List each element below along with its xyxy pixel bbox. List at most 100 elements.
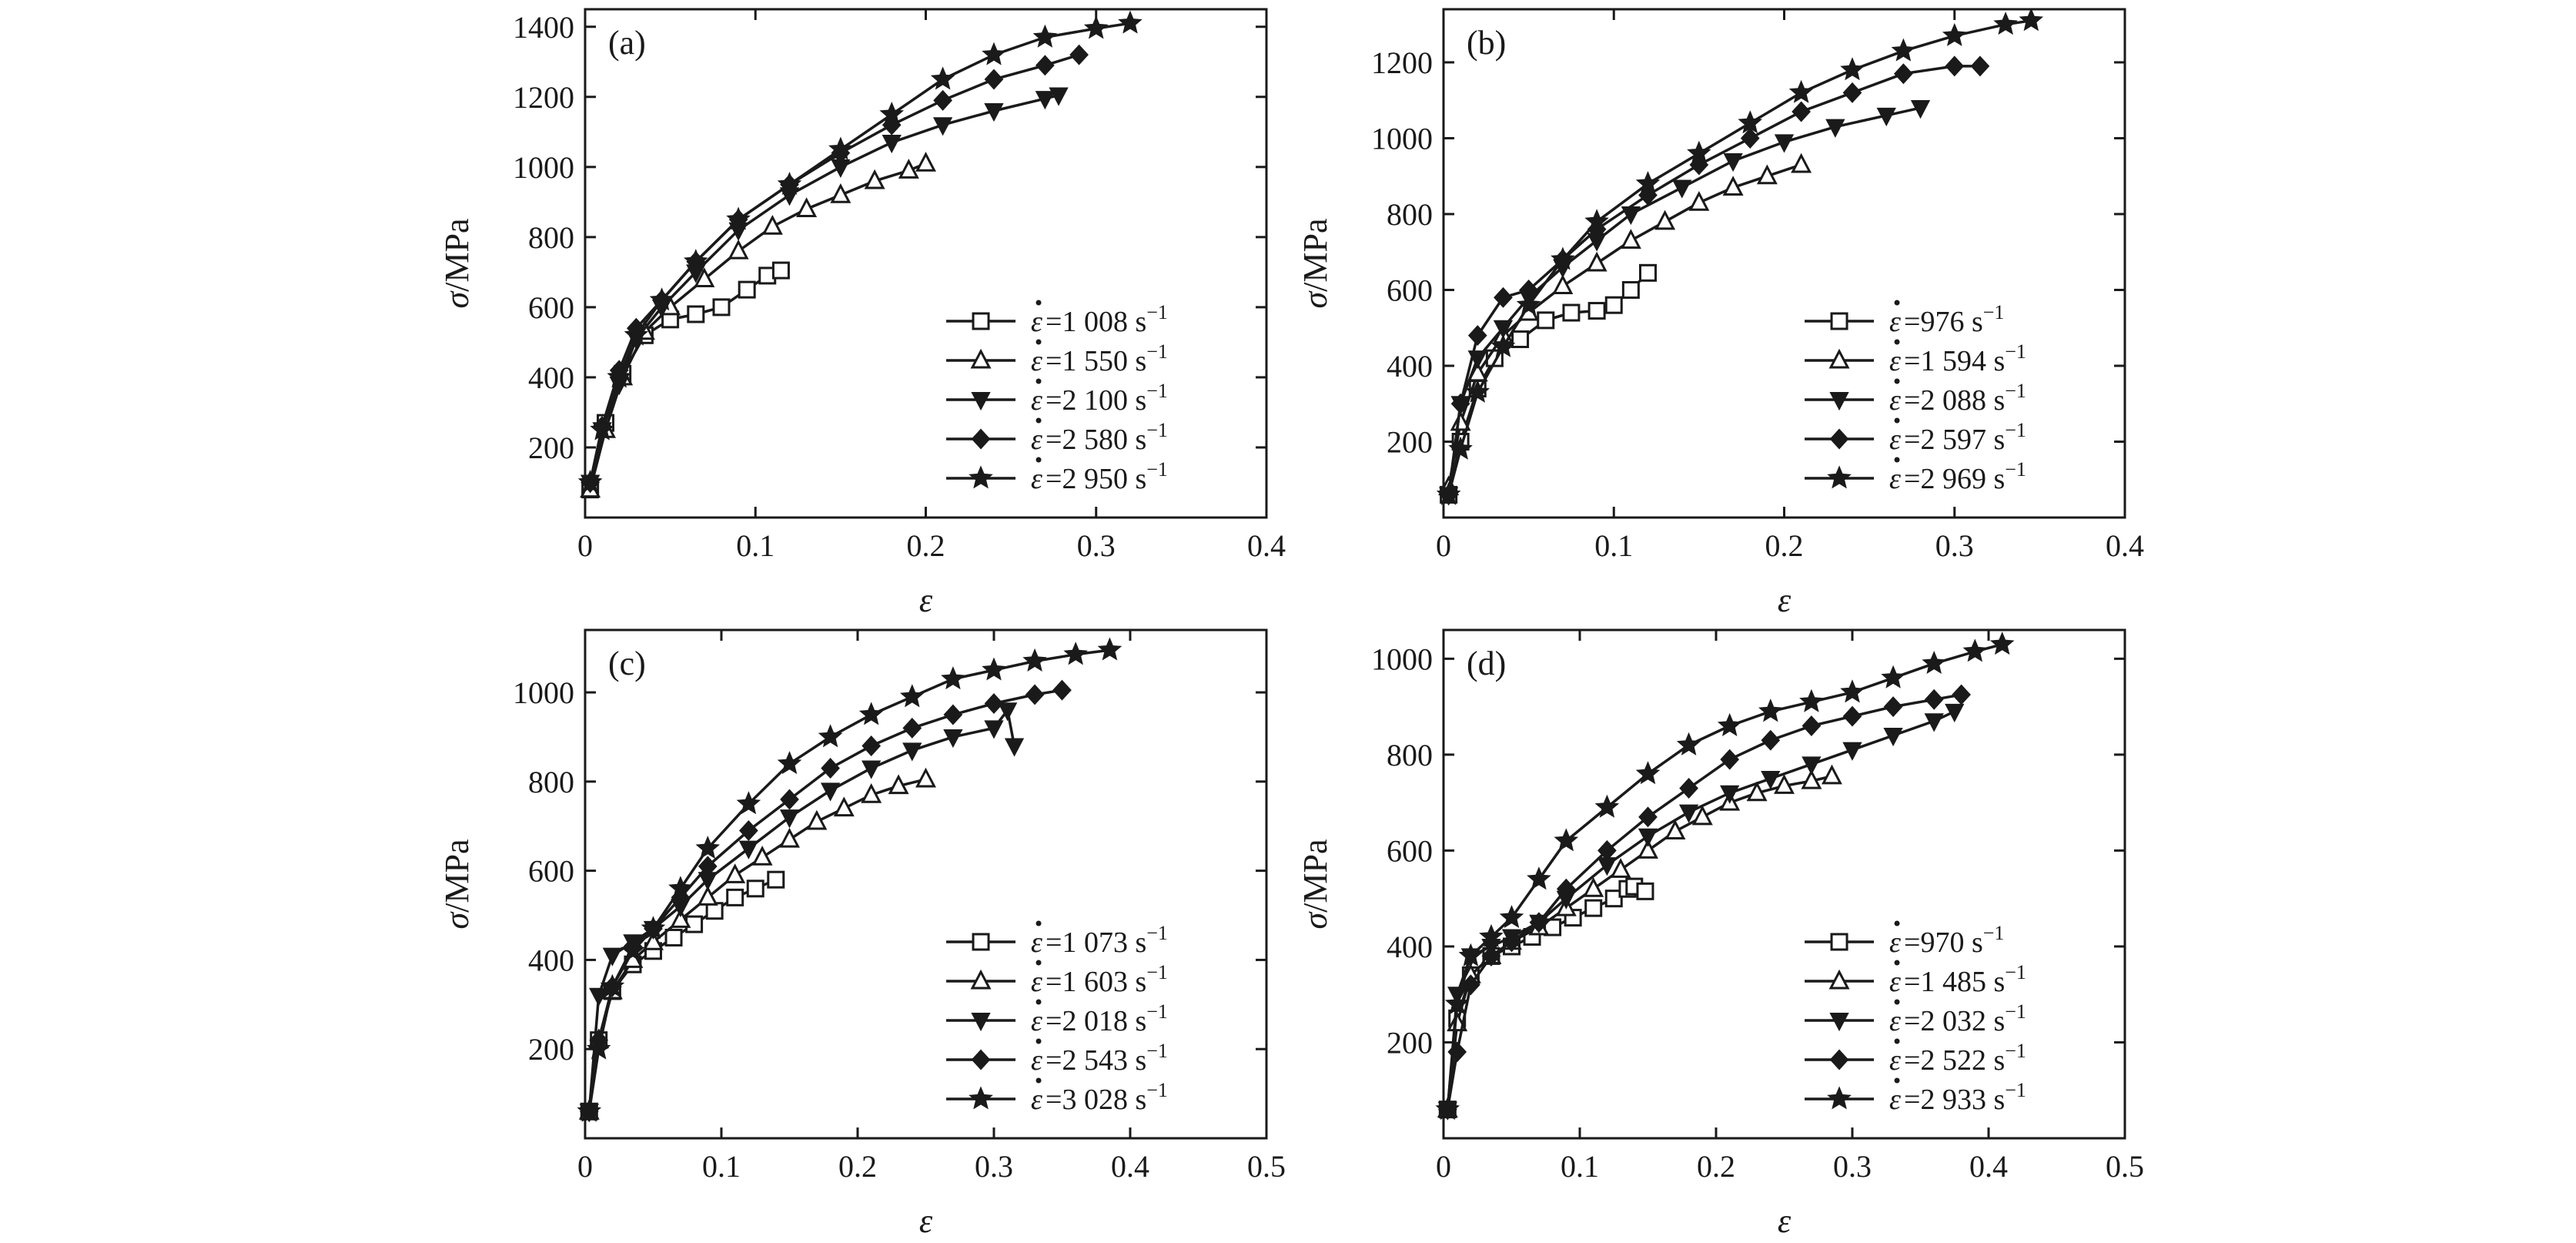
data-point-5-d	[1435, 1096, 1460, 1121]
x-tick-label-b: 0.3	[1935, 528, 1974, 563]
legend-entry-5-d: ε =2 933 s−1	[1805, 1077, 2026, 1116]
series-3-c	[579, 702, 1025, 1123]
legend-rate-c: =1 073 s	[1045, 926, 1146, 959]
data-point-5-b	[1635, 170, 1661, 194]
data-point-2-a	[694, 267, 715, 287]
data-point-5-c	[621, 938, 645, 962]
legend-entry-5-a: ε =2 950 s−1	[946, 457, 1168, 495]
data-point-5-d	[1922, 650, 1946, 674]
data-point-5-a	[726, 206, 751, 230]
legend-entry-3-d: ε =2 032 s−1	[1805, 999, 2026, 1037]
legend-dot-b	[1894, 300, 1900, 306]
data-point-5-c	[736, 791, 761, 815]
data-point-5-d	[1499, 904, 1524, 928]
data-point-5-d	[1717, 712, 1742, 737]
legend-entry-4-d: ε =2 522 s−1	[1805, 1038, 2026, 1077]
legend-entry-4-b: ε =2 597 s−1	[1805, 417, 2026, 456]
legend-entry-3-c: ε =2 018 s−1	[946, 999, 1168, 1037]
legend-symbol-c: ε	[1031, 1044, 1042, 1077]
panel-label-c: (c)	[608, 645, 646, 682]
x-tick-label-b: 0.4	[2106, 528, 2144, 563]
series-3-d	[1437, 703, 1965, 1121]
legend-dot-b	[1894, 378, 1900, 384]
data-point-5-c	[668, 876, 693, 900]
data-point-5-b	[1788, 79, 1814, 103]
data-point-3-c	[1004, 738, 1025, 757]
legend-rate-d: =2 933 s	[1904, 1084, 2005, 1116]
data-point-5-b	[1490, 333, 1516, 357]
legend-b: ε =976 s−1ε =1 594 s−1ε =2 088 s−1ε =2 597 s…	[1805, 300, 2026, 495]
y-tick-label-b: 800	[1387, 197, 1433, 232]
data-point-3-c	[861, 760, 882, 779]
x-axis-title-c: ε	[919, 1202, 933, 1240]
legend-symbol-a: ε	[1031, 345, 1042, 377]
x-tick-label-a: 0.1	[736, 528, 774, 563]
data-point-5-c	[1097, 637, 1122, 661]
data-point-3-b	[1876, 107, 1896, 127]
legend-label-c: =3 028 s−1	[1045, 1079, 1168, 1116]
legend-exponent-c: −1	[1146, 922, 1168, 944]
data-point-1-d	[1584, 899, 1603, 917]
legend-dot-c	[1035, 960, 1042, 966]
data-point-2-c	[751, 846, 773, 866]
data-point-1-a	[738, 280, 756, 299]
plot-series-c	[577, 637, 1122, 1123]
data-point-5-c	[600, 973, 625, 997]
data-point-4-a	[1035, 55, 1055, 76]
data-point-4-c	[943, 704, 963, 725]
legend-exponent-c: −1	[1146, 1040, 1168, 1062]
data-point-4-d	[1802, 715, 1822, 737]
data-point-3-a	[1049, 87, 1069, 106]
plot-frame-c	[584, 628, 1268, 1140]
data-point-2-a	[796, 197, 818, 217]
data-point-4-b	[1740, 127, 1760, 149]
data-point-2-c	[806, 809, 828, 830]
data-point-5-b	[1584, 209, 1609, 233]
data-point-5-b	[1448, 436, 1473, 460]
data-point-5-c	[577, 1098, 602, 1122]
data-point-1-d	[1636, 882, 1654, 900]
data-point-4-b	[1894, 63, 1913, 85]
legend-exponent-b: −1	[2005, 340, 2026, 363]
legend-symbol-c: ε	[1031, 966, 1042, 998]
data-point-2-d	[1801, 769, 1822, 789]
legend-label-b: =976 s−1	[1904, 301, 2004, 338]
data-point-3-d	[1761, 771, 1781, 790]
data-point-4-a	[933, 89, 952, 111]
legend-label-b: =2 597 s−1	[1904, 419, 2026, 456]
series-line-3-d	[1446, 710, 1955, 1110]
data-point-4-d	[1461, 974, 1480, 996]
legend-rate-d: =1 485 s	[1904, 966, 2005, 998]
legend-dot-d	[1894, 920, 1900, 926]
x-axis-title-d: ε	[1778, 1202, 1791, 1240]
data-point-5-b	[1516, 292, 1541, 316]
data-point-2-c	[915, 767, 936, 788]
legend-marker-c	[970, 969, 992, 990]
data-point-2-a	[915, 152, 936, 172]
legend-symbol-c: ε	[1031, 1084, 1042, 1116]
y-tick-label-d: 600	[1387, 833, 1433, 868]
x-axis-title-a: ε	[919, 581, 933, 619]
data-point-2-d	[1664, 819, 1686, 840]
data-point-2-a	[830, 183, 851, 203]
data-point-1-b	[1604, 296, 1623, 314]
legend-marker-c	[971, 1049, 991, 1070]
y-axis-unit-c: /MPa	[438, 839, 476, 912]
y-tick-label-c: 600	[528, 854, 574, 889]
data-point-5-d	[1594, 794, 1620, 818]
plot-frame-d	[1442, 628, 2126, 1140]
legend-dot-a	[1035, 378, 1042, 384]
data-point-2-d	[1691, 805, 1713, 826]
plot-frame-b	[1442, 8, 2126, 519]
legend-symbol-b: ε	[1889, 306, 1901, 338]
data-point-3-b	[1910, 100, 1931, 119]
y-axis-symbol-c: σ	[438, 911, 476, 930]
data-point-3-b	[1825, 119, 1845, 138]
legend-a: ε =1 008 s−1ε =1 550 s−1ε =2 100 s−1ε =2 580…	[946, 300, 1168, 495]
legend-rate-c: =1 603 s	[1045, 966, 1146, 998]
legend-rate-b: =1 594 s	[1904, 345, 2005, 377]
data-point-5-c	[818, 724, 843, 748]
legend-rate-a: =1 550 s	[1045, 345, 1146, 377]
y-tick-label-b: 1200	[1371, 45, 1433, 80]
data-point-5-b	[1551, 246, 1575, 270]
